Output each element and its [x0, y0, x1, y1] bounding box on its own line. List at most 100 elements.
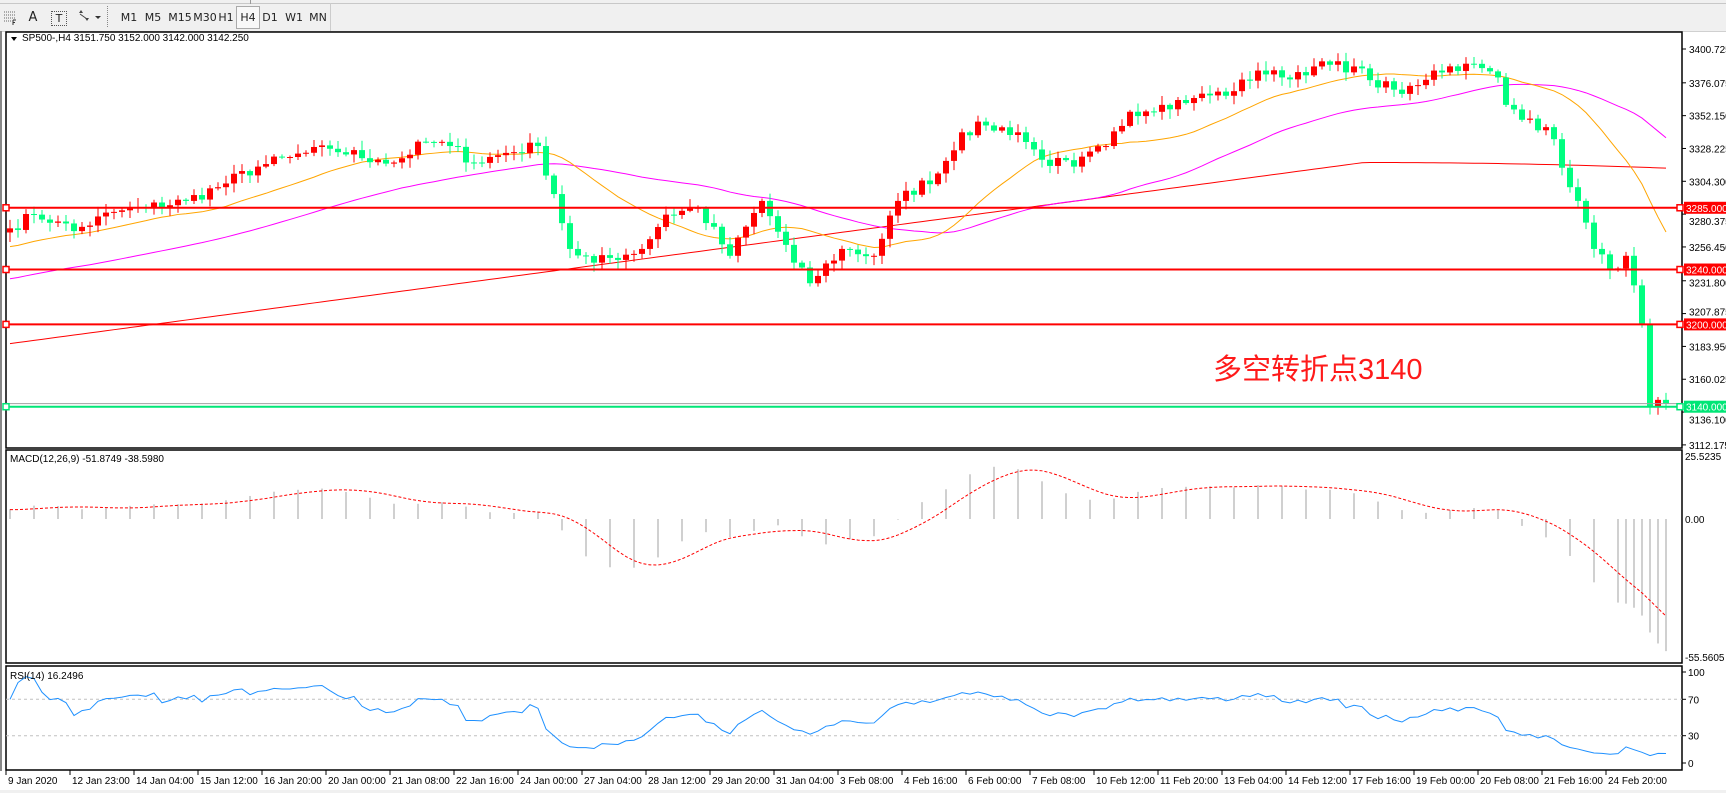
timeframe-w1-button[interactable]: W1 [285, 11, 303, 24]
rsi-axis-label: 70 [1688, 695, 1700, 706]
candle-body [1119, 125, 1125, 132]
rsi-chart [6, 676, 1682, 757]
candle [1423, 73, 1429, 90]
chart-window[interactable]: 3400.725 3376.075 3352.150 3328.225 3304.300… [0, 31, 1726, 793]
candle-body [1143, 111, 1149, 117]
candle [951, 141, 957, 171]
candle [535, 137, 541, 156]
candle-body [1439, 70, 1445, 73]
line-handle[interactable] [1676, 265, 1684, 274]
candle [199, 187, 205, 204]
timeframe-m30-button[interactable]: M30 [193, 11, 217, 24]
timeframe-m1-button[interactable]: M1 [120, 11, 138, 24]
timeframe-mn-button[interactable]: MN [309, 11, 327, 24]
candle-body [1111, 131, 1117, 147]
candle-body [1247, 79, 1253, 81]
candle [919, 177, 925, 198]
timeframe-m15-button[interactable]: M15 [168, 11, 192, 24]
candle-body [239, 171, 245, 174]
timeframe-m5-button[interactable]: M5 [144, 11, 162, 24]
macd-signal-line [9, 469, 1667, 617]
ma-slow-line [9, 161, 1667, 345]
candle-body [1535, 118, 1541, 131]
candle-body [807, 267, 813, 284]
candle-body [1199, 93, 1205, 99]
candle [1479, 59, 1485, 73]
candle [1087, 147, 1093, 163]
candle-body [1015, 132, 1021, 135]
hline-3200.000[interactable]: 3200.000 [2, 318, 1726, 331]
candle [735, 235, 741, 263]
candle [567, 215, 573, 259]
time-label: 9 Jan 2020 [8, 776, 58, 787]
hline-3285.000[interactable]: 3285.000 [2, 201, 1726, 215]
candle [671, 207, 677, 224]
candle-body [255, 166, 261, 176]
candle [775, 210, 781, 238]
timeframe-h4-button[interactable]: H4 [236, 6, 260, 29]
candle [271, 154, 277, 167]
candle [1543, 124, 1549, 136]
candle [47, 214, 53, 232]
candle-body [47, 219, 53, 223]
timeframe-d1-button[interactable]: D1 [262, 11, 278, 24]
macd-panel [5, 449, 1683, 664]
candle-body [335, 148, 341, 153]
candle [1575, 178, 1581, 208]
candle [391, 160, 397, 168]
candle [1527, 110, 1533, 124]
ma-fast-line [9, 73, 1667, 248]
line-handle[interactable] [1676, 204, 1684, 212]
candle [1151, 107, 1157, 117]
time-label: 24 Jan 00:00 [520, 776, 578, 787]
bottom-strip [0, 790, 1726, 793]
grid-f-icon[interactable] [2, 9, 18, 26]
candle-body [423, 141, 429, 143]
candle [783, 223, 789, 253]
price-tag [1684, 263, 1726, 276]
candle-body [727, 244, 733, 256]
toolbar: A T M1 M5 M15 M30 H1 H4 D1 W1 MN [0, 0, 1726, 32]
candle-body [1407, 85, 1413, 94]
candle-body [439, 141, 445, 143]
arrows-icon[interactable] [76, 9, 102, 26]
line-handle[interactable] [2, 402, 10, 411]
collapse-triangle-icon[interactable] [11, 37, 17, 41]
candle [807, 261, 813, 287]
price-label: 3160.025 [1689, 375, 1726, 386]
candle-body [655, 227, 661, 240]
candle [495, 149, 501, 163]
line-handle[interactable] [1676, 320, 1684, 329]
candle [607, 247, 613, 264]
candle [719, 223, 725, 254]
macd-axis-bottom: -55.5605 [1685, 653, 1725, 664]
candle-body [1359, 66, 1365, 69]
candle [215, 182, 221, 191]
macd-axis-zero: 0.00 [1685, 515, 1705, 526]
candle-body [999, 127, 1005, 131]
candle-body [1271, 70, 1277, 75]
candle-body [1415, 85, 1421, 87]
candle-body [215, 187, 221, 189]
line-handle[interactable] [1676, 402, 1684, 411]
candle-body [1175, 100, 1181, 110]
candle-body [1559, 139, 1565, 168]
candle [1175, 96, 1181, 116]
candle [1095, 143, 1101, 154]
line-handle[interactable] [2, 320, 10, 329]
price-tag-label: 3285.000 [1686, 204, 1726, 215]
text-icon[interactable]: A [28, 10, 38, 25]
text-label-icon[interactable]: T [51, 11, 67, 26]
timeframe-h1-button[interactable]: H1 [218, 11, 234, 24]
candle [1551, 124, 1557, 146]
hline-3140.000[interactable]: 3140.000 [2, 400, 1726, 414]
line-handle[interactable] [2, 265, 10, 274]
line-handle[interactable] [2, 204, 10, 212]
hline-3240.000[interactable]: 3240.000 [2, 263, 1726, 277]
candle-body [1543, 127, 1549, 131]
candle-body [1351, 66, 1357, 73]
candle [943, 157, 949, 183]
candle [399, 151, 405, 169]
candle [1039, 140, 1045, 168]
candle-body [495, 155, 501, 157]
